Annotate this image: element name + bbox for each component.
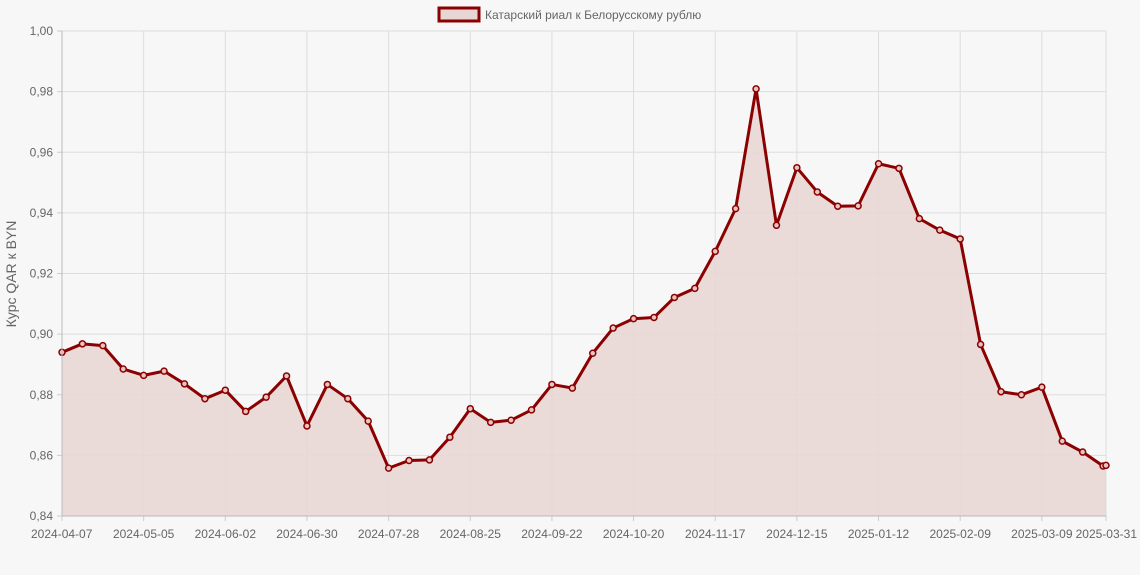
data-point[interactable] [895,164,903,173]
y-tick-label: 0,98 [30,85,54,99]
data-point[interactable] [241,407,250,416]
x-tick-label: 2024-12-15 [766,527,828,541]
data-point[interactable] [691,284,699,293]
data-point[interactable] [160,367,168,375]
legend[interactable]: Катарский риал к Белорусскому рублю [437,6,701,23]
data-point[interactable] [609,324,617,332]
data-point[interactable] [119,365,127,373]
x-tick-label: 2024-08-25 [440,527,502,541]
data-point[interactable] [323,380,332,389]
data-point[interactable] [221,386,230,394]
x-tick-label: 2025-03-09 [1011,527,1073,541]
x-tick-label: 2024-05-05 [113,527,175,541]
x-tick-label: 2024-09-22 [521,527,583,541]
data-point[interactable] [1078,448,1087,456]
x-tick-label: 2024-04-07 [31,527,93,541]
data-point[interactable] [384,464,393,472]
x-tick-label: 2024-06-30 [276,527,338,541]
data-point[interactable] [915,214,924,223]
data-point[interactable] [282,372,291,380]
legend-swatch[interactable] [437,6,481,23]
data-point[interactable] [99,341,107,350]
data-point[interactable] [364,417,372,425]
data-point[interactable] [650,313,658,322]
data-point[interactable] [446,433,454,441]
data-point[interactable] [1038,383,1046,391]
y-axis-title: Курс QAR к BYN [3,221,19,328]
data-point[interactable] [180,380,189,388]
y-tick-label: 0,88 [30,388,54,402]
x-tick-label: 2024-11-17 [685,527,746,541]
data-point[interactable] [629,314,638,323]
y-tick-label: 1,00 [30,24,54,38]
y-tick-label: 0,84 [30,509,54,523]
y-tick-label: 0,90 [30,327,54,341]
x-tick-label: 2024-07-28 [358,527,420,541]
x-tick-label: 2024-10-20 [603,527,665,541]
data-point[interactable] [548,380,556,389]
y-tick-label: 0,94 [30,206,54,220]
data-point[interactable] [527,406,536,414]
data-point[interactable] [1102,461,1110,470]
data-point[interactable] [976,340,985,349]
data-point[interactable] [854,202,862,210]
data-point[interactable] [1058,437,1067,445]
series-area [62,88,1106,517]
data-point[interactable] [486,418,495,427]
data-point[interactable] [303,422,311,430]
y-tick-label: 0,92 [30,267,54,281]
data-point[interactable] [344,394,352,403]
x-tick-label: 2025-02-09 [929,527,991,541]
data-point[interactable] [711,247,719,256]
data-point[interactable] [507,416,515,424]
data-point[interactable] [78,340,87,348]
data-point[interactable] [262,393,270,401]
data-point[interactable] [793,163,801,172]
data-point[interactable] [731,204,740,213]
x-tick-label: 2025-01-12 [848,527,910,541]
data-point[interactable] [201,394,209,403]
legend-label[interactable]: Катарский риал к Белорусскому рублю [485,8,701,22]
data-point[interactable] [936,226,944,234]
y-tick-label: 0,96 [30,145,54,159]
area-layer [62,88,1106,517]
x-tick-label: 2024-06-02 [195,527,257,541]
data-point[interactable] [833,202,842,210]
y-tick-label: 0,86 [30,448,54,462]
point-layer [58,85,1110,472]
x-tick-label: 2025-03-31 [1076,527,1138,541]
data-point[interactable] [405,456,413,465]
data-point[interactable] [466,404,475,413]
data-point[interactable] [589,349,597,357]
data-point[interactable] [813,188,822,196]
data-point[interactable] [139,371,148,380]
data-point[interactable] [956,235,964,243]
data-point[interactable] [425,456,434,464]
data-point[interactable] [568,384,577,392]
data-point[interactable] [772,221,781,230]
axis-layer: 0,84 0,86 0,88 0,90 0,92 0,94 0,96 0,98 1,00 2024… [30,24,1138,541]
data-point[interactable] [1017,391,1026,399]
data-point[interactable] [752,85,760,93]
data-point[interactable] [670,293,679,302]
data-point[interactable] [997,387,1005,396]
data-point[interactable] [874,160,883,168]
